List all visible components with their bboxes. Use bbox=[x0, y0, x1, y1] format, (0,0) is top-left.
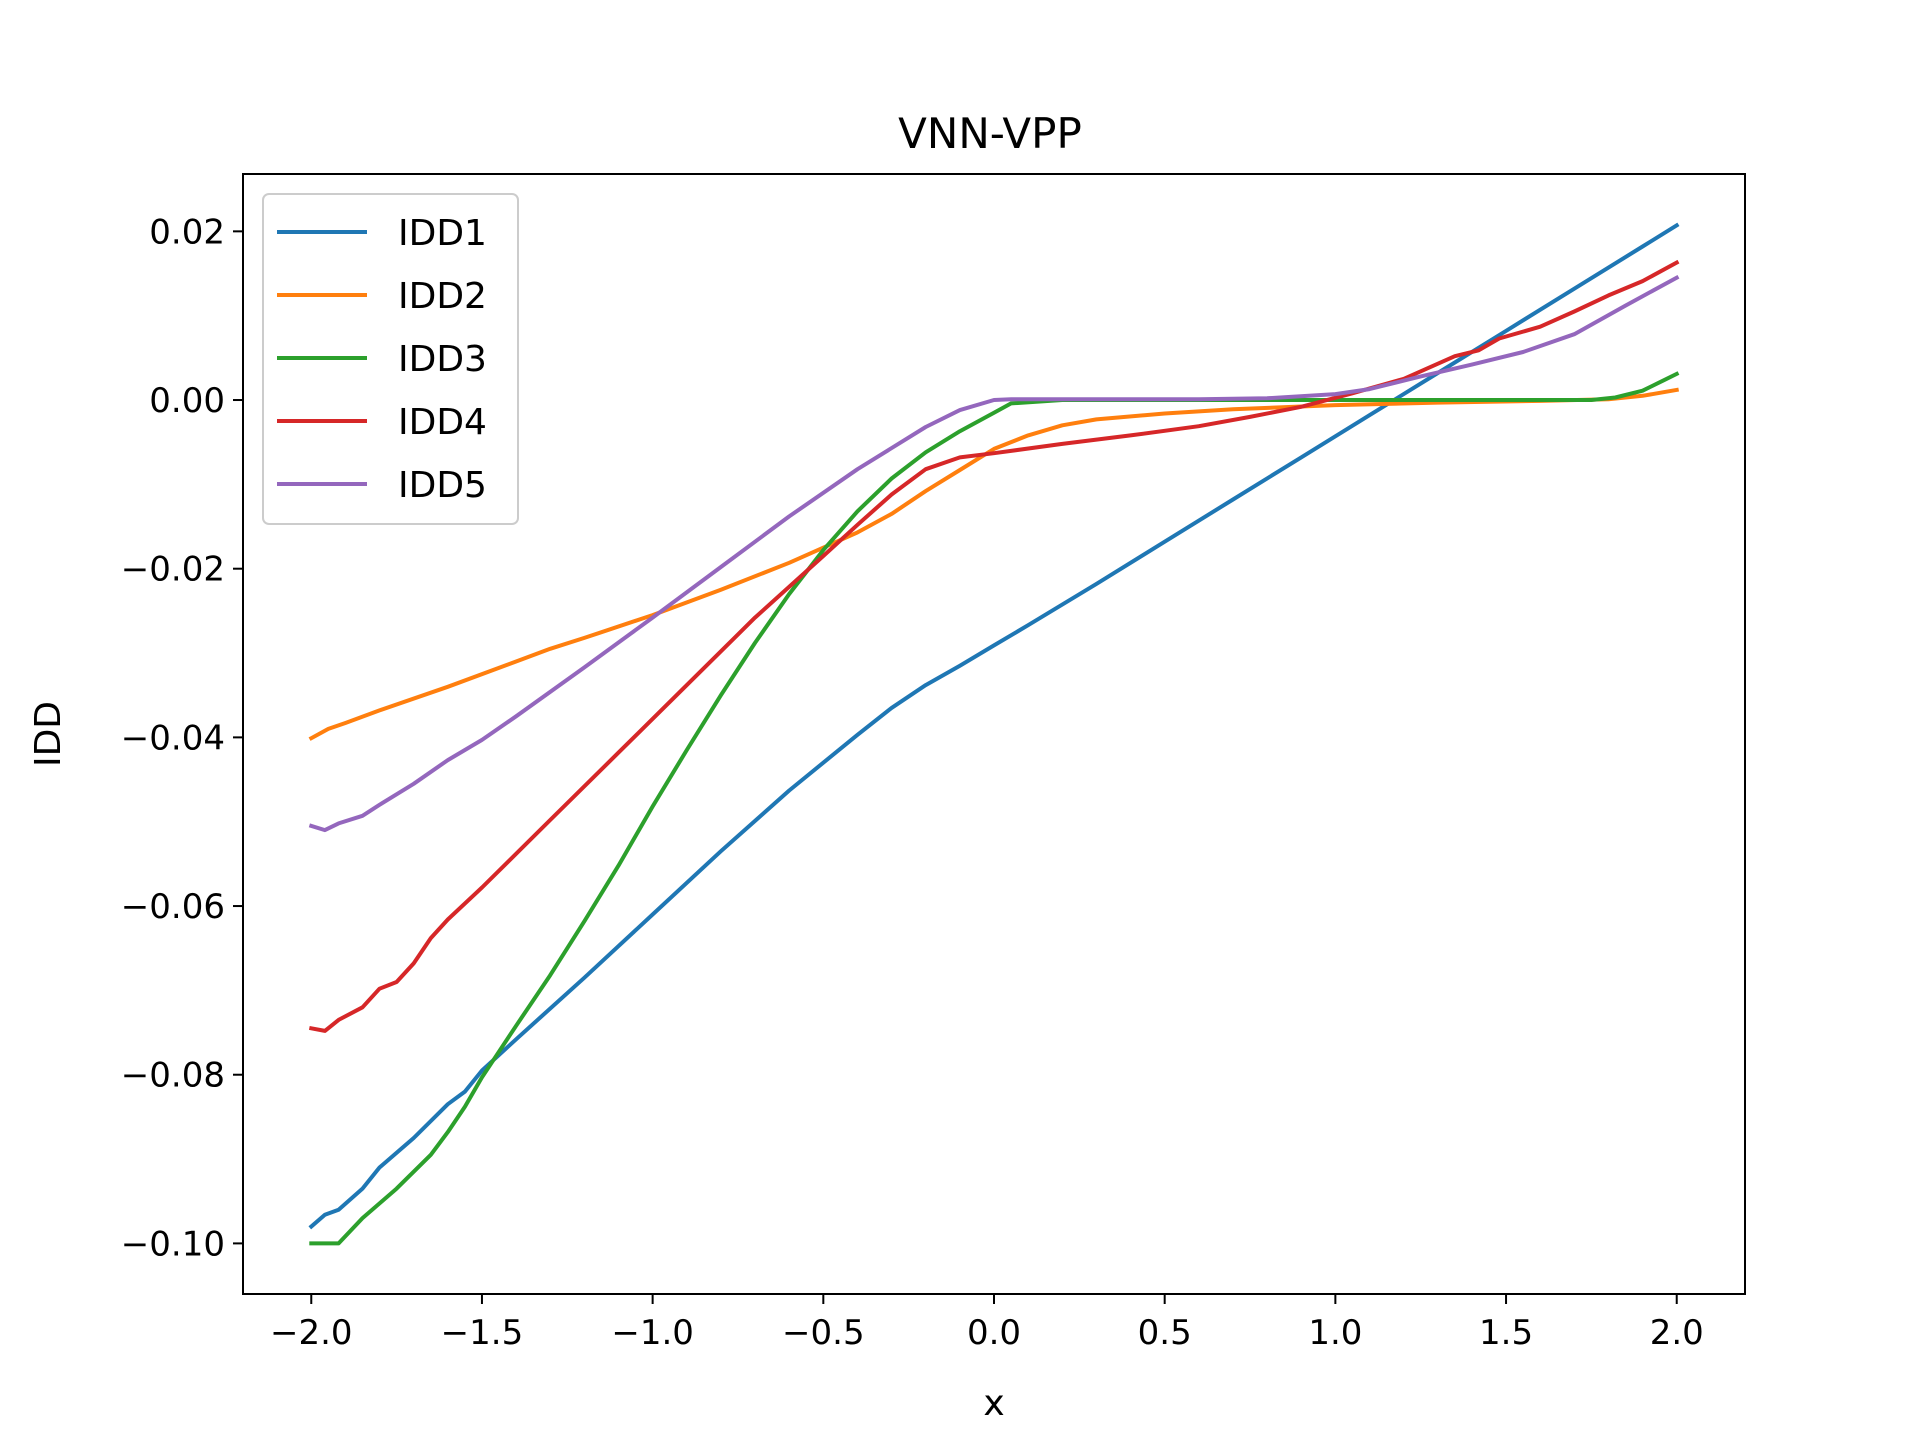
y-tick-label: −0.02 bbox=[121, 550, 225, 590]
series-line-idd5 bbox=[308, 274, 1680, 833]
y-tick-label: −0.04 bbox=[121, 718, 225, 758]
y-tick-label: −0.08 bbox=[121, 1056, 225, 1096]
y-tick-label: 0.02 bbox=[149, 212, 225, 252]
legend-box bbox=[262, 193, 519, 525]
x-tick-label: −1.5 bbox=[441, 1313, 524, 1353]
x-tick-label: 0.0 bbox=[967, 1313, 1021, 1353]
legend: IDD1 IDD2 IDD3 IDD4 IDD5 bbox=[262, 193, 519, 525]
y-axis-label: IDD bbox=[28, 701, 69, 767]
series-line-idd1 bbox=[308, 222, 1680, 1230]
y-tick-label: −0.10 bbox=[121, 1224, 225, 1264]
x-tick-label: −2.0 bbox=[270, 1313, 353, 1353]
x-tick-label: 2.0 bbox=[1650, 1313, 1704, 1353]
y-axis-ticks: −0.10 −0.08 −0.06 −0.04 −0.02 0.00 0.02 bbox=[121, 212, 243, 1264]
x-tick-label: −1.0 bbox=[611, 1313, 694, 1353]
legend-label: IDD4 bbox=[398, 402, 487, 443]
x-tick-label: 1.0 bbox=[1308, 1313, 1362, 1353]
legend-label: IDD1 bbox=[398, 213, 487, 254]
y-tick-label: −0.06 bbox=[121, 887, 225, 927]
y-tick-label: 0.00 bbox=[149, 381, 225, 421]
plot-lines bbox=[308, 222, 1680, 1246]
legend-label: IDD3 bbox=[398, 339, 487, 380]
x-axis-ticks: −2.0 −1.5 −1.0 −0.5 0.0 0.5 1.0 1.5 2.0 bbox=[270, 1294, 1704, 1353]
series-line-idd2 bbox=[308, 387, 1680, 741]
chart-title: VNN-VPP bbox=[898, 109, 1082, 158]
x-axis-label: x bbox=[983, 1383, 1004, 1424]
legend-label: IDD5 bbox=[398, 465, 487, 506]
x-tick-label: −0.5 bbox=[782, 1313, 865, 1353]
legend-label: IDD2 bbox=[398, 276, 487, 317]
x-tick-label: 0.5 bbox=[1138, 1313, 1192, 1353]
x-tick-label: 1.5 bbox=[1479, 1313, 1533, 1353]
series-line-idd4 bbox=[308, 259, 1680, 1033]
